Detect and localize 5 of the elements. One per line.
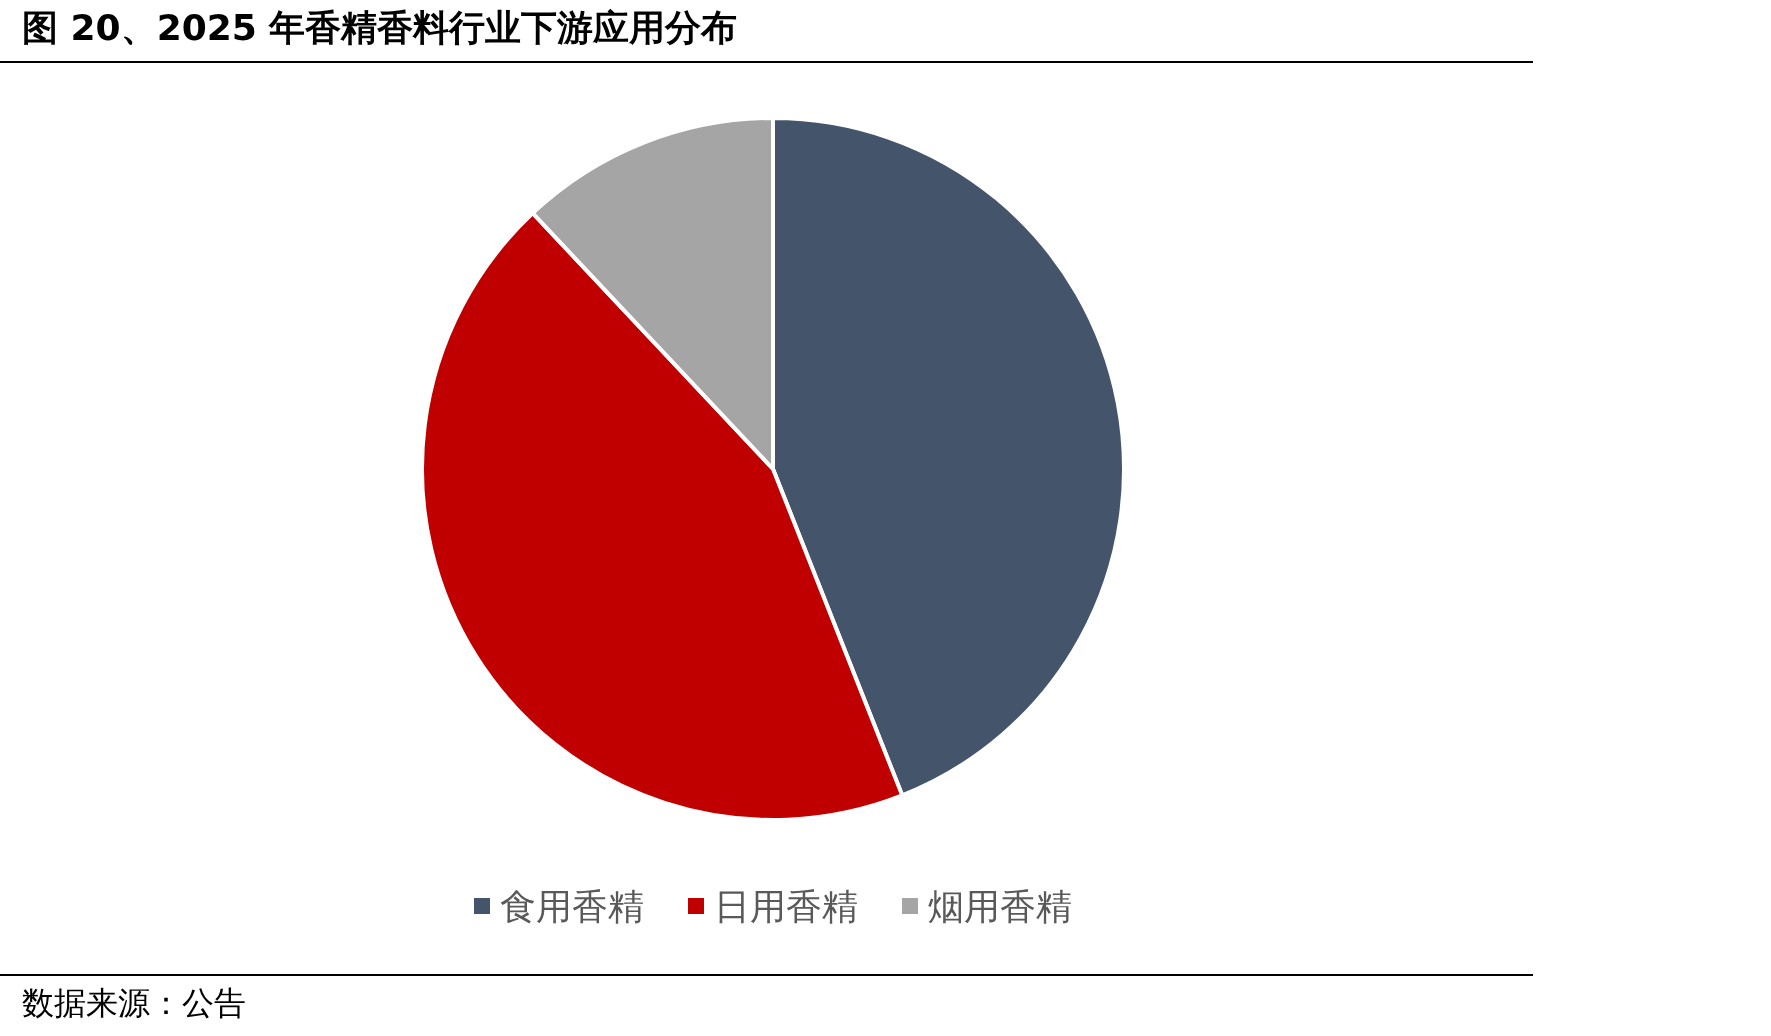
legend-label: 日用香精 [714, 886, 858, 927]
chart-title: 图 20、2025 年香精香料行业下游应用分布 [22, 7, 738, 48]
legend-label: 食用香精 [500, 886, 644, 927]
source-note: 数据来源：公告 [22, 984, 246, 1022]
legend-label: 烟用香精 [928, 886, 1072, 927]
